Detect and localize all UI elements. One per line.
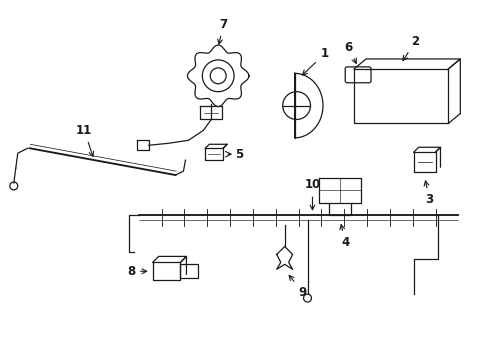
Text: 1: 1 <box>302 48 328 75</box>
Text: 7: 7 <box>217 18 227 44</box>
Text: 8: 8 <box>126 265 146 278</box>
Text: 3: 3 <box>423 181 433 206</box>
Text: 9: 9 <box>288 275 306 299</box>
Text: 4: 4 <box>339 225 348 249</box>
Text: 6: 6 <box>344 41 356 63</box>
Text: 2: 2 <box>402 35 419 60</box>
Text: 10: 10 <box>304 179 320 210</box>
Text: 11: 11 <box>76 124 94 156</box>
Text: 5: 5 <box>235 148 243 161</box>
